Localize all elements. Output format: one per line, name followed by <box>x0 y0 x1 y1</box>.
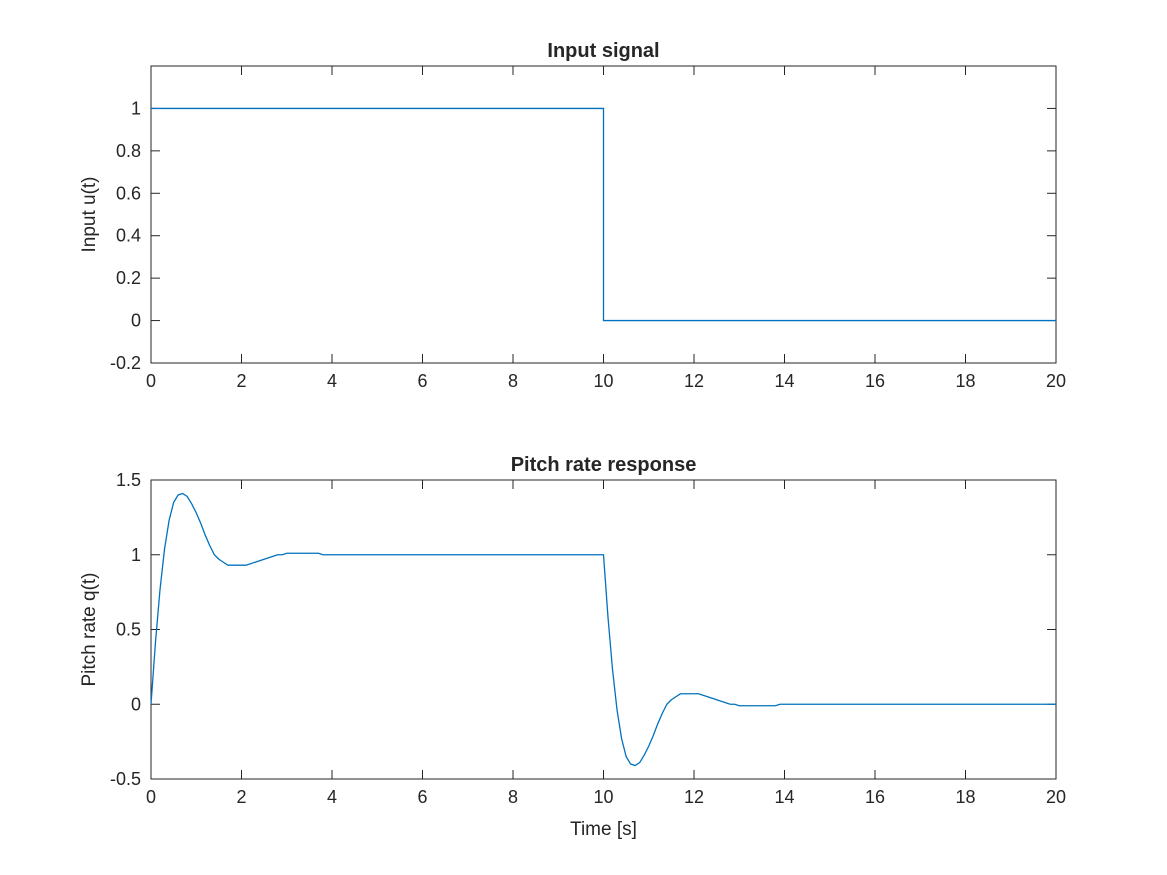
pitch-rate-x-tick-label: 14 <box>774 787 794 807</box>
input-signal-x-tick-label: 14 <box>774 371 794 391</box>
input-signal-title: Input signal <box>547 40 659 62</box>
input-signal-x-tick-label: 6 <box>417 371 427 391</box>
input-signal-y-label: Input u(t) <box>79 176 100 252</box>
input-signal-line <box>151 107 1056 322</box>
pitch-rate-x-tick-label: 6 <box>417 787 427 807</box>
input-signal-x-tick-label: 12 <box>684 371 704 391</box>
input-signal-x-tick-label: 0 <box>146 371 156 391</box>
input-signal-x-tick-label: 16 <box>865 371 885 391</box>
input-signal-x-tick-label: 18 <box>955 371 975 391</box>
input-signal-y-tick-label: 0.8 <box>116 141 141 161</box>
input-signal-x-tick-label: 20 <box>1046 371 1066 391</box>
input-signal-axes: 0 2 4 6 8 10 12 14 16 18 20-0.200.20.40.60.81 Inpu… <box>79 40 1066 391</box>
pitch-rate-y-tick-label: -0.5 <box>110 769 141 789</box>
pitch-rate-x-tick-label: 2 <box>236 787 246 807</box>
input-signal-x-tick-label: 8 <box>508 371 518 391</box>
pitch-rate-x-tick-label: 18 <box>955 787 975 807</box>
pitch-rate-y-label: Pitch rate q(t) <box>79 572 100 686</box>
input-signal-y-tick-label: 0.2 <box>116 268 141 288</box>
pitch-rate-y-tick-label: 1.5 <box>116 470 141 490</box>
pitch-rate-x-tick-label: 12 <box>684 787 704 807</box>
input-signal-ticks: 0 2 4 6 8 10 12 14 16 18 20-0.200.20.40.60.81 <box>110 66 1066 391</box>
pitch-rate-x-tick-label: 10 <box>593 787 613 807</box>
pitch-rate-y-tick-label: 1 <box>131 545 141 565</box>
input-signal-y-tick-label: -0.2 <box>110 353 141 373</box>
pitch-rate-axes: 0 2 4 6 8 10 12 14 16 18 20-0.500.511.5 Pitch rate… <box>79 454 1066 840</box>
pitch-rate-x-tick-label: 0 <box>146 787 156 807</box>
pitch-rate-line <box>150 492 1056 767</box>
input-signal-y-tick-label: 0.6 <box>116 183 141 203</box>
pitch-rate-title: Pitch rate response <box>511 454 697 476</box>
input-signal-y-tick-label: 0.4 <box>116 226 141 246</box>
pitch-rate-y-tick-label: 0 <box>131 694 141 714</box>
input-signal-x-tick-label: 2 <box>236 371 246 391</box>
pitch-rate-x-tick-label: 20 <box>1046 787 1066 807</box>
pitch-rate-y-tick-label: 0.5 <box>116 620 141 640</box>
time-x-label: Time [s] <box>570 819 637 840</box>
pitch-rate-ticks: 0 2 4 6 8 10 12 14 16 18 20-0.500.511.5 <box>110 470 1066 807</box>
input-signal-y-tick-label: 1 <box>131 98 141 118</box>
pitch-rate-plot-area <box>150 479 1057 780</box>
pitch-rate-x-tick-label: 8 <box>508 787 518 807</box>
input-signal-x-tick-label: 10 <box>593 371 613 391</box>
pitch-rate-x-tick-label: 16 <box>865 787 885 807</box>
input-signal-x-tick-label: 4 <box>327 371 337 391</box>
pitch-rate-x-tick-label: 4 <box>327 787 337 807</box>
input-signal-y-tick-label: 0 <box>131 311 141 331</box>
